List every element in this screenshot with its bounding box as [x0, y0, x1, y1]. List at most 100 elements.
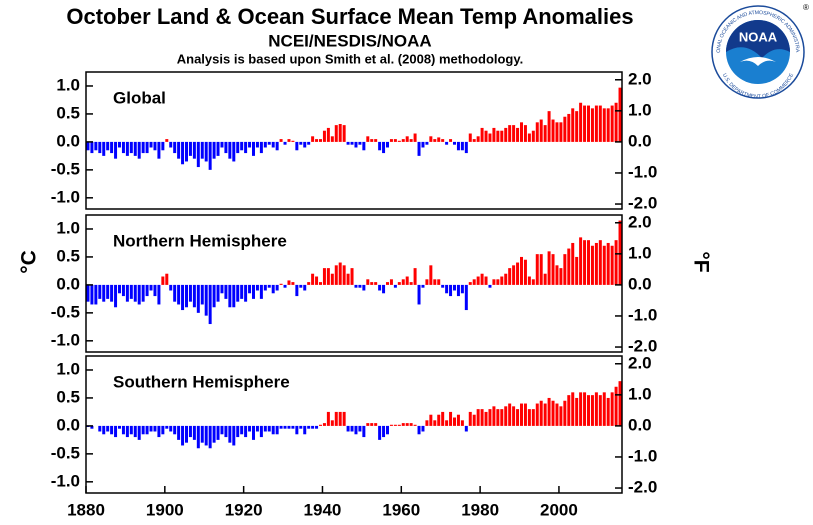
bar — [508, 268, 512, 285]
bar — [153, 284, 157, 297]
bar — [141, 284, 145, 302]
bar — [137, 284, 141, 305]
bar — [512, 265, 516, 285]
bar — [259, 284, 263, 299]
panel-label: Global — [113, 88, 166, 107]
x-tick-label: 1920 — [225, 500, 263, 519]
bar — [370, 423, 374, 426]
bar — [421, 284, 425, 288]
bar — [480, 273, 484, 285]
bar — [508, 125, 512, 142]
bar — [165, 425, 169, 429]
bar — [571, 392, 575, 426]
bar — [319, 282, 322, 285]
bar — [429, 265, 433, 285]
bar — [346, 273, 350, 285]
bar — [169, 284, 173, 291]
bar — [334, 265, 338, 285]
bar — [106, 284, 110, 299]
bar — [543, 125, 547, 142]
bar — [185, 425, 188, 443]
y2-tick-label: 2.0 — [628, 353, 652, 372]
bar — [464, 425, 468, 432]
bar — [322, 423, 326, 426]
bar — [307, 425, 311, 429]
bar — [425, 420, 429, 426]
bar — [441, 284, 445, 288]
bar — [220, 284, 224, 294]
bar — [587, 395, 590, 426]
bar — [409, 139, 413, 142]
bar — [90, 425, 94, 429]
bar — [425, 141, 429, 145]
bar — [299, 284, 303, 288]
bar — [492, 279, 496, 285]
bar — [496, 409, 500, 426]
bar — [531, 279, 535, 285]
bar — [287, 280, 291, 285]
bar — [531, 409, 535, 426]
bar — [405, 276, 409, 285]
bar — [551, 119, 555, 142]
bar — [559, 122, 563, 142]
bar — [393, 424, 397, 426]
bar — [118, 284, 121, 294]
bar — [468, 133, 472, 142]
bar — [224, 141, 228, 154]
bar — [220, 141, 224, 148]
bar — [263, 141, 267, 148]
bar — [319, 424, 322, 426]
bar — [460, 284, 464, 294]
bar — [346, 425, 350, 432]
bar — [145, 284, 149, 297]
bar — [409, 282, 413, 285]
bar — [468, 411, 472, 426]
bar — [240, 284, 244, 299]
bar — [516, 127, 520, 142]
bar — [315, 276, 319, 285]
bar — [594, 242, 598, 285]
bar — [492, 127, 496, 142]
bar — [287, 425, 291, 429]
bar — [275, 284, 279, 291]
bar — [259, 425, 263, 438]
bar — [484, 130, 488, 142]
bar — [535, 254, 539, 285]
bar — [539, 254, 543, 285]
bar — [456, 141, 460, 151]
bar — [535, 122, 539, 142]
bar — [496, 130, 500, 142]
bar — [606, 108, 610, 142]
y-tick-label: 1.0 — [56, 75, 80, 94]
bar — [527, 276, 531, 285]
bar — [267, 425, 271, 432]
bar — [98, 425, 102, 432]
bar — [283, 425, 287, 429]
bar — [547, 111, 551, 142]
y-tick-label: 1.0 — [56, 359, 80, 378]
bar — [516, 262, 520, 285]
bar — [512, 125, 516, 142]
bar — [504, 127, 508, 142]
bar — [204, 425, 208, 446]
bar — [413, 424, 417, 426]
bar — [255, 425, 259, 432]
y2-tick-label: 1.0 — [628, 384, 652, 403]
bar — [520, 403, 523, 426]
bar — [441, 411, 445, 426]
bar — [319, 139, 322, 142]
bar — [311, 425, 315, 429]
bar — [409, 423, 413, 426]
bar — [271, 284, 275, 294]
bar — [445, 284, 449, 294]
bar — [531, 130, 535, 142]
bar — [165, 139, 169, 142]
bar — [602, 108, 606, 142]
bar — [433, 279, 437, 285]
plot-frame — [85, 355, 623, 494]
bar — [464, 141, 468, 154]
plot-frame — [85, 214, 623, 353]
bar — [464, 284, 468, 311]
bar — [539, 400, 543, 426]
bar — [145, 425, 149, 435]
